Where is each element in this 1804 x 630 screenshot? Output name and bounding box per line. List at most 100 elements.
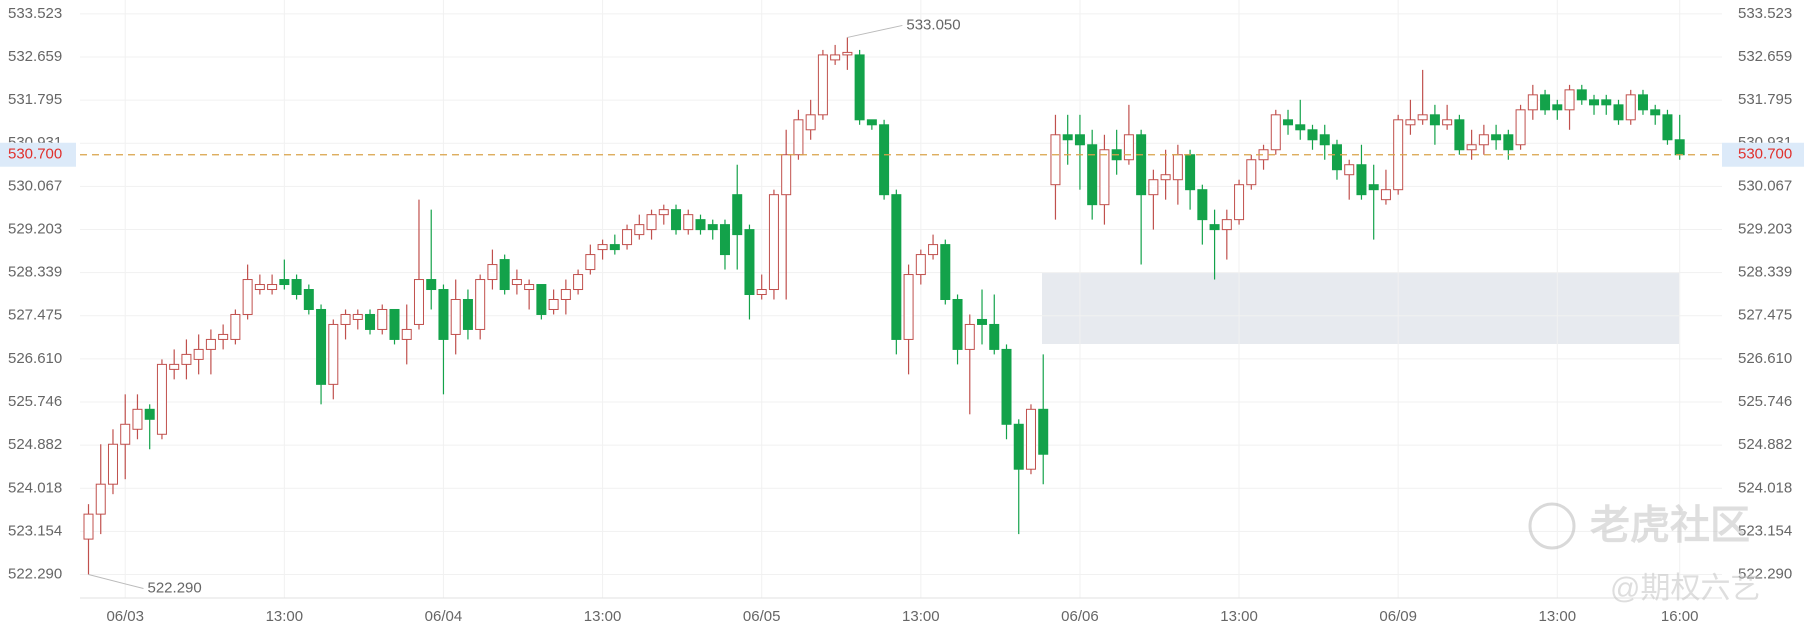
candle-body [1087,144,1098,206]
candle-body [989,323,1000,350]
candle-body [475,279,486,330]
y-tick-label: 523.154 [8,522,62,539]
candle-body [511,279,522,286]
candle-body [389,308,400,340]
y-tick-label: 526.610 [8,350,62,367]
candle-body [1368,184,1379,191]
candle-body [1515,109,1526,146]
candle-body [316,308,327,385]
last-price-label: 530.700 [8,146,62,163]
candle-body [952,298,963,350]
annotation-label: 522.290 [148,580,202,597]
candle-body [658,209,669,216]
y-tick-label-right: 524.882 [1738,436,1792,453]
candle-body [438,289,449,340]
candle-body [695,219,706,231]
candle-body [1466,144,1477,151]
candle-body [1246,159,1257,186]
annotation-leader [847,24,903,38]
y-tick-label: 530.067 [8,177,62,194]
candle-body [1283,119,1294,126]
y-tick-label: 524.882 [8,436,62,453]
candle-body [1576,89,1587,101]
candle-body [1123,134,1134,161]
candle-body [95,483,106,515]
candle-body [1001,348,1012,425]
candle-body [303,289,314,310]
candle-body [1160,174,1171,181]
candle-body [707,224,718,231]
candle-body [940,244,951,300]
candle-body [768,194,779,291]
candle-body [573,274,584,291]
candle-body [462,298,473,330]
y-tick-label: 524.018 [8,479,62,496]
candle-body [1148,179,1159,196]
candle-body [817,54,828,116]
watermark: 老虎社区 @期权六艺 [1528,502,1760,605]
annotation-leader [88,574,144,590]
y-tick-label-right: 531.795 [1738,91,1792,108]
candle-body [1331,144,1342,171]
candle-body [1540,94,1551,111]
candle-body [1062,134,1073,141]
y-tick-label: 522.290 [8,566,62,583]
candle-body [536,284,547,315]
candle-body [1527,94,1538,111]
highlight-zone [1042,273,1679,344]
y-tick-label-right: 530.067 [1738,177,1792,194]
x-tick-label: 06/09 [1379,608,1417,625]
candle-body [1025,408,1036,470]
candle-body [793,119,804,156]
candle-body [671,209,682,231]
candle-body [1442,119,1453,126]
candle-body [1234,184,1245,221]
candle-body [585,254,596,271]
candle-body [328,323,339,385]
candle-body [879,124,890,196]
candle-body [1405,119,1416,126]
candle-body [107,443,118,485]
labels: 522.290 522.290 523.154 523.154 524.018 524.0… [0,5,1804,625]
candle-body [597,244,608,251]
y-tick-label-right: 523.154 [1738,522,1792,539]
candle-body [646,214,657,231]
candle-body [964,323,975,350]
candle-body [267,284,278,291]
y-tick-label-right: 529.203 [1738,220,1792,237]
candle-body [1344,164,1355,176]
y-tick-label: 528.339 [8,264,62,281]
watermark-author: @期权六艺 [1610,572,1760,605]
candle-body [1478,134,1489,146]
candle-body [365,313,376,330]
candle-body [413,279,424,325]
candles [83,37,1685,575]
x-tick-label: 13:00 [266,608,304,625]
candle-body [499,259,510,291]
y-tick-label: 531.795 [8,91,62,108]
annotation-label: 533.050 [906,16,960,33]
x-tick-label: 13:00 [1220,608,1258,625]
watermark-title: 老虎社区 [1590,504,1750,548]
y-tick-label-right: 533.523 [1738,5,1792,22]
y-tick-label-right: 528.339 [1738,264,1792,281]
candle-body [352,313,363,320]
candle-body [805,114,816,131]
candle-body [524,284,535,291]
y-tick-label: 529.203 [8,220,62,237]
y-tick-label: 533.523 [8,5,62,22]
candle-body [401,328,412,340]
candle-body [683,214,694,231]
candle-body [169,363,180,370]
candle-body [156,363,167,435]
candle-body [1380,189,1391,201]
candle-body [830,54,841,61]
candle-body [1662,114,1673,141]
candle-body [1185,154,1196,191]
candle-body [1674,139,1685,156]
candle-body [622,229,633,246]
candle-body [83,513,94,540]
candle-body [377,308,388,330]
x-tick-label: 06/06 [1061,608,1099,625]
